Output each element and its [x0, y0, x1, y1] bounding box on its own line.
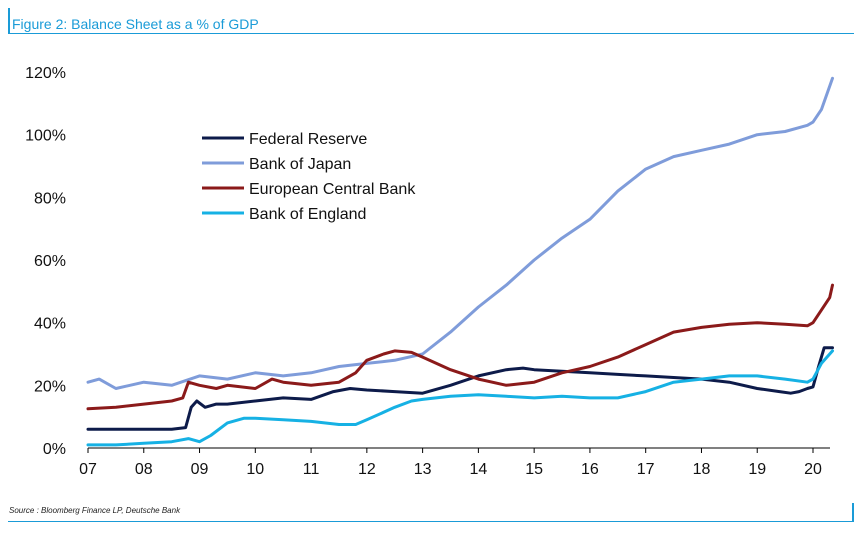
- series-line-european-central-bank: [86, 283, 834, 411]
- x-tick-label: 20: [804, 461, 822, 478]
- source-note: Source : Bloomberg Finance LP, Deutsche …: [9, 506, 181, 515]
- x-tick-label: 17: [637, 461, 655, 478]
- y-tick-label: 60%: [34, 253, 66, 270]
- title-frame: [8, 8, 854, 34]
- x-tick-label: 10: [246, 461, 264, 478]
- x-tick-label: 08: [135, 461, 153, 478]
- legend-label: Bank of Japan: [249, 156, 351, 173]
- figure-title: Figure 2: Balance Sheet as a % of GDP: [12, 16, 259, 32]
- x-tick-label: 18: [693, 461, 711, 478]
- series-line-federal-reserve: [86, 346, 834, 431]
- x-tick-label: 16: [581, 461, 599, 478]
- source-frame: [8, 503, 854, 522]
- legend: Federal Reserve Bank of Japan European Cen…: [202, 131, 416, 223]
- series-line-bank-of-japan: [86, 76, 834, 390]
- y-tick-label: 120%: [25, 65, 66, 82]
- legend-label: European Central Bank: [249, 181, 416, 198]
- x-tick-label: 12: [358, 461, 376, 478]
- x-tick-label: 14: [469, 461, 487, 478]
- plot-area: [86, 76, 834, 447]
- y-axis: 0% 20% 40% 60% 80% 100% 120%: [25, 65, 66, 458]
- x-tick-label: 11: [303, 461, 320, 478]
- x-tick-label: 15: [525, 461, 543, 478]
- y-tick-label: 0%: [43, 441, 66, 458]
- y-tick-label: 80%: [34, 190, 66, 207]
- legend-label: Federal Reserve: [249, 131, 367, 148]
- y-tick-label: 20%: [34, 378, 66, 395]
- x-tick-label: 07: [79, 461, 97, 478]
- x-tick-label: 19: [748, 461, 766, 478]
- x-tick-label: 13: [414, 461, 432, 478]
- y-tick-label: 40%: [34, 316, 66, 333]
- series-line-bank-of-england: [86, 349, 834, 447]
- x-axis: 07 08 09 10 11 12 13 14 15 16 17 18 19 20: [79, 447, 830, 478]
- y-tick-label: 100%: [25, 128, 66, 145]
- x-tick-label: 09: [191, 461, 209, 478]
- legend-label: Bank of England: [249, 206, 366, 223]
